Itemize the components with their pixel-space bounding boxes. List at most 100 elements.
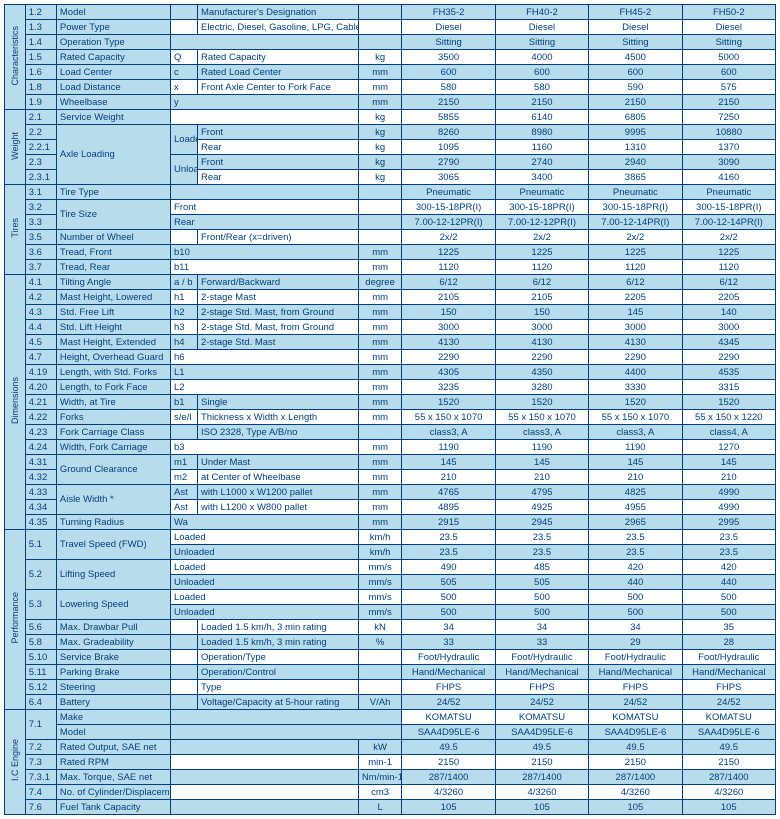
spec-value: 150 [402, 305, 495, 320]
spec-value: SAA4D95LE-6 [495, 725, 588, 740]
row-label: Travel Speed (FWD) [56, 530, 170, 560]
spec-value: 3000 [495, 320, 588, 335]
row-unit: km/h [358, 530, 402, 545]
spec-value: 5000 [682, 50, 775, 65]
spec-value: 2205 [589, 290, 682, 305]
spec-value: Diesel [682, 20, 775, 35]
spec-value: FH40-2 [495, 5, 588, 20]
row-unit [358, 200, 402, 215]
row-label: Steering [56, 680, 170, 695]
spec-value: FHPS [682, 680, 775, 695]
spec-value: 1270 [682, 440, 775, 455]
row-label: Service Brake [56, 650, 170, 665]
spec-value: 23.5 [589, 545, 682, 560]
row-desc: 2-stage Std. Mast [197, 335, 358, 350]
spec-value: 3280 [495, 380, 588, 395]
spec-value: 55 x 150 x 1070 [589, 410, 682, 425]
spec-value: 2x/2 [682, 230, 775, 245]
row-unit: kN [358, 620, 402, 635]
spec-value: 420 [682, 560, 775, 575]
spec-value: 1120 [402, 260, 495, 275]
spec-value: FHPS [495, 680, 588, 695]
spec-value: 4500 [589, 50, 682, 65]
row-symbol [171, 425, 198, 440]
spec-value: KOMATSU [589, 710, 682, 725]
spec-value: 23.5 [402, 545, 495, 560]
spec-value: 10880 [682, 125, 775, 140]
spec-value: 2150 [589, 95, 682, 110]
spec-value: 2105 [402, 290, 495, 305]
spec-value: 9995 [589, 125, 682, 140]
row-number: 3.3 [25, 215, 56, 230]
row-label: Rated RPM [56, 755, 170, 770]
spec-value: 24/52 [682, 695, 775, 710]
spec-value: 4765 [402, 485, 495, 500]
row-desc: Single [197, 395, 358, 410]
row-unit: mm [358, 515, 402, 530]
spec-value: Pneumatic [589, 185, 682, 200]
row-number: 4.21 [25, 395, 56, 410]
spec-value: 3865 [589, 170, 682, 185]
row-unit: mm [358, 335, 402, 350]
row-symbol: L1 [171, 365, 359, 380]
row-symbol: h3 [171, 320, 198, 335]
row-number: 4.22 [25, 410, 56, 425]
row-symbol: Q [171, 50, 198, 65]
spec-value: SAA4D95LE-6 [589, 725, 682, 740]
spec-value: 6140 [495, 110, 588, 125]
row-number: 4.23 [25, 425, 56, 440]
spec-value: 1190 [589, 440, 682, 455]
row-number: 6.4 [25, 695, 56, 710]
spec-value: 29 [589, 635, 682, 650]
category-header: Weight [5, 110, 26, 185]
spec-value: 2x/2 [589, 230, 682, 245]
spec-value: 4925 [495, 500, 588, 515]
spec-value: 7.00-12-14PR(I) [682, 215, 775, 230]
row-symbol: Unloaded [171, 155, 198, 185]
row-desc: Loaded 1.5 km/h, 3 min rating [197, 635, 358, 650]
row-unit: kW [358, 740, 402, 755]
spec-value: 1120 [495, 260, 588, 275]
spec-value: 34 [402, 620, 495, 635]
row-number: 5.10 [25, 650, 56, 665]
row-unit [358, 650, 402, 665]
row-label: Make [56, 710, 170, 725]
category-header: Dimensions [5, 275, 26, 530]
row-symbol [171, 230, 198, 245]
row-symbol: Front [171, 200, 359, 215]
row-desc: Rated Load Center [197, 65, 358, 80]
spec-value: 4130 [495, 335, 588, 350]
spec-value: 4000 [495, 50, 588, 65]
spec-value: Hand/Mechanical [495, 665, 588, 680]
row-number: 4.1 [25, 275, 56, 290]
spec-value: 4/3260 [682, 785, 775, 800]
row-number: 1.3 [25, 20, 56, 35]
row-unit: min-1 [358, 755, 402, 770]
spec-value: 7.00-12-12PR(I) [402, 215, 495, 230]
row-unit: mm [358, 305, 402, 320]
spec-value: 4345 [682, 335, 775, 350]
row-label: Power Type [56, 20, 170, 35]
category-header: Tires [5, 185, 26, 275]
spec-value: 6/12 [682, 275, 775, 290]
row-symbol: c [171, 65, 198, 80]
spec-value: 2290 [682, 350, 775, 365]
row-symbol: h2 [171, 305, 198, 320]
row-label: Width, at Tire [56, 395, 170, 410]
row-symbol: x [171, 80, 198, 95]
row-label: Mast Height, Lowered [56, 290, 170, 305]
row-symbol: Unloaded [171, 545, 359, 560]
row-label: Mast Height, Extended [56, 335, 170, 350]
spec-value: FH45-2 [589, 5, 682, 20]
row-number: 1.8 [25, 80, 56, 95]
row-unit [358, 680, 402, 695]
row-symbol: Wa [171, 515, 359, 530]
spec-value: 500 [402, 605, 495, 620]
row-unit [358, 185, 402, 200]
spec-value: FHPS [402, 680, 495, 695]
spec-value: Diesel [589, 20, 682, 35]
row-desc: Forward/Backward [197, 275, 358, 290]
row-number: 4.31 [25, 455, 56, 470]
row-label: Std. Free Lift [56, 305, 170, 320]
row-desc: 2-stage Std. Mast, from Ground [197, 320, 358, 335]
